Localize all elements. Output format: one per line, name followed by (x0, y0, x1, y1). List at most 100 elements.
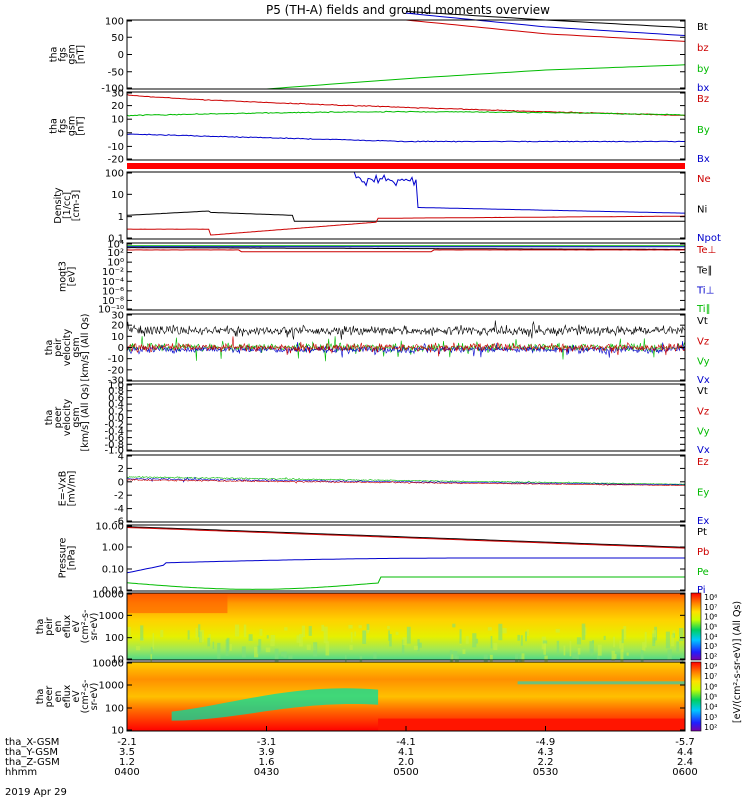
y-axis-label: E=-VxB (58, 471, 69, 506)
spectrogram-texture (502, 627, 507, 634)
spectrogram-texture (281, 651, 284, 657)
y-axis-label: [mV/m] (67, 471, 78, 507)
series-line-Ne (127, 215, 685, 236)
colorbar-strip (690, 592, 702, 661)
y-axis-label: Pressure (58, 538, 69, 579)
spectrogram-texture (243, 624, 247, 638)
y-tick-label: 10⁴ (107, 240, 124, 251)
panel-peer_velocity: 1.00.80.60.40.20.0-0.2-0.4-0.6-0.8-1.0 th… (44, 381, 710, 457)
spectrogram-texture (653, 639, 656, 643)
spectrogram-texture (521, 653, 525, 670)
y-tick-label: 50 (111, 33, 124, 44)
y-tick-label: 10 (111, 655, 124, 666)
colorbar-tick-label: 10⁵ (704, 623, 717, 632)
panel-frame (126, 242, 686, 311)
y-tick-label: 100 (105, 169, 124, 180)
x-row-value: 3.5 (119, 747, 135, 758)
spectrogram-texture (274, 648, 279, 663)
spectrogram-texture (266, 635, 269, 639)
spectrogram-texture (395, 631, 399, 636)
x-row-value: 2.0 (398, 757, 414, 768)
panel-pressure: 10.00 1.00 0.10 0.01 Pressure[nPa] Pt Pb Pe Pi (58, 522, 710, 597)
colorbar-tick-label: 10⁵ (704, 693, 717, 702)
spectrogram-texture (576, 637, 582, 645)
x-row-value: 1.6 (259, 757, 275, 768)
panel-traces-fgs_gsm_dsl (126, 94, 686, 143)
spectrogram-texture (665, 631, 670, 649)
spectrogram-texture (135, 646, 141, 651)
colorbar-tick-label: 10⁶ (704, 613, 717, 622)
spectrogram-texture (611, 650, 615, 661)
spectrogram-texture (259, 628, 263, 636)
spectrogram-texture (321, 624, 325, 632)
panel-traces-efield (126, 475, 686, 486)
spectrogram-texture (644, 631, 647, 648)
spectrogram-texture (517, 634, 520, 641)
spectrogram-texture (296, 635, 301, 643)
series-line-Ex (126, 476, 686, 486)
panel-traces-density (127, 171, 686, 236)
spectrogram-texture (254, 646, 259, 658)
y-tick-label: -4 (114, 504, 124, 515)
y-tick-label: 0.01 (102, 586, 124, 597)
y-tick-label: 20 (111, 101, 124, 112)
spectrogram-texture (581, 623, 586, 640)
y-axis-label: (cm²-s- (80, 680, 91, 714)
x-row-value: -4.1 (396, 737, 416, 748)
spectrogram-texture (226, 637, 230, 651)
spectrogram-texture (127, 626, 131, 640)
panel-density: 100 10 1 0.1 Density[1/cc][cm-3] Ne Ni Npot (53, 169, 721, 245)
spectrogram-texture (472, 633, 477, 648)
red-bar-strip (127, 163, 685, 169)
series-line-Bz (126, 94, 686, 117)
y-tick-label: 30 (111, 311, 124, 322)
series-line-Ni (127, 210, 686, 222)
x-row-value: 0600 (672, 767, 697, 778)
y-tick-label: 1 (118, 212, 124, 223)
x-row-value: 2.4 (677, 757, 693, 768)
y-tick-label: 10 (111, 332, 124, 343)
x-row-value: -5.7 (675, 737, 695, 748)
y-tick-label: 4 (118, 452, 124, 463)
y-tick-label: 1.0 (108, 381, 124, 392)
y-axis-label: gsm (67, 116, 78, 136)
colorbar-tick-label: 10⁴ (704, 703, 717, 712)
x-row-label: hhmm (5, 767, 37, 778)
y-tick-label: 0 (118, 128, 124, 139)
panel-frame (126, 383, 686, 452)
series-line-bx (405, 12, 686, 36)
spectrogram-texture (671, 634, 675, 647)
y-tick-label: 0 (118, 50, 124, 61)
spectrogram-texture (418, 642, 422, 648)
spectrogram-texture (589, 641, 594, 654)
spectrogram-texture (406, 626, 411, 644)
y-axis-label: sr-eV) (89, 683, 100, 711)
spectrogram-texture (388, 630, 390, 641)
x-row-label: tha_X-GSM (5, 737, 59, 748)
spectrogram-texture (572, 653, 577, 659)
y-axis-label: [nT] (76, 116, 87, 135)
spectrogram-texture (614, 653, 617, 659)
panels-layer: 100500-50-100thafgsgsm[nT]Btbzbybx302010… (35, 10, 721, 737)
y-tick-label: 10000 (92, 590, 124, 601)
colorbar-tick-label: 10⁷ (704, 603, 717, 612)
panel-traces-pressure (126, 526, 686, 590)
y-tick-label: 0.4 (108, 400, 124, 411)
spectrogram-texture (345, 654, 347, 663)
x-row-value: 4.1 (398, 747, 414, 758)
spectrogram-texture (313, 642, 318, 657)
series-line-Vx (126, 341, 686, 358)
spectrogram-texture (187, 630, 190, 640)
y-axis-label: velocity (62, 329, 73, 367)
series-line-Pe (126, 576, 685, 590)
y-tick-label: 0.0 (108, 413, 124, 424)
colorbars: 10⁸10⁷10⁶10⁵10⁴10³10²10⁹10⁷10⁶10⁵10⁴10³1… (690, 592, 743, 732)
spectrogram-texture (679, 627, 684, 642)
y-tick-label: -1.0 (104, 446, 124, 457)
spectrogram-texture (212, 641, 215, 649)
y-axis-label: tha (44, 410, 55, 426)
y-tick-label: -6 (114, 517, 124, 528)
y-tick-label: 0.6 (108, 393, 124, 404)
